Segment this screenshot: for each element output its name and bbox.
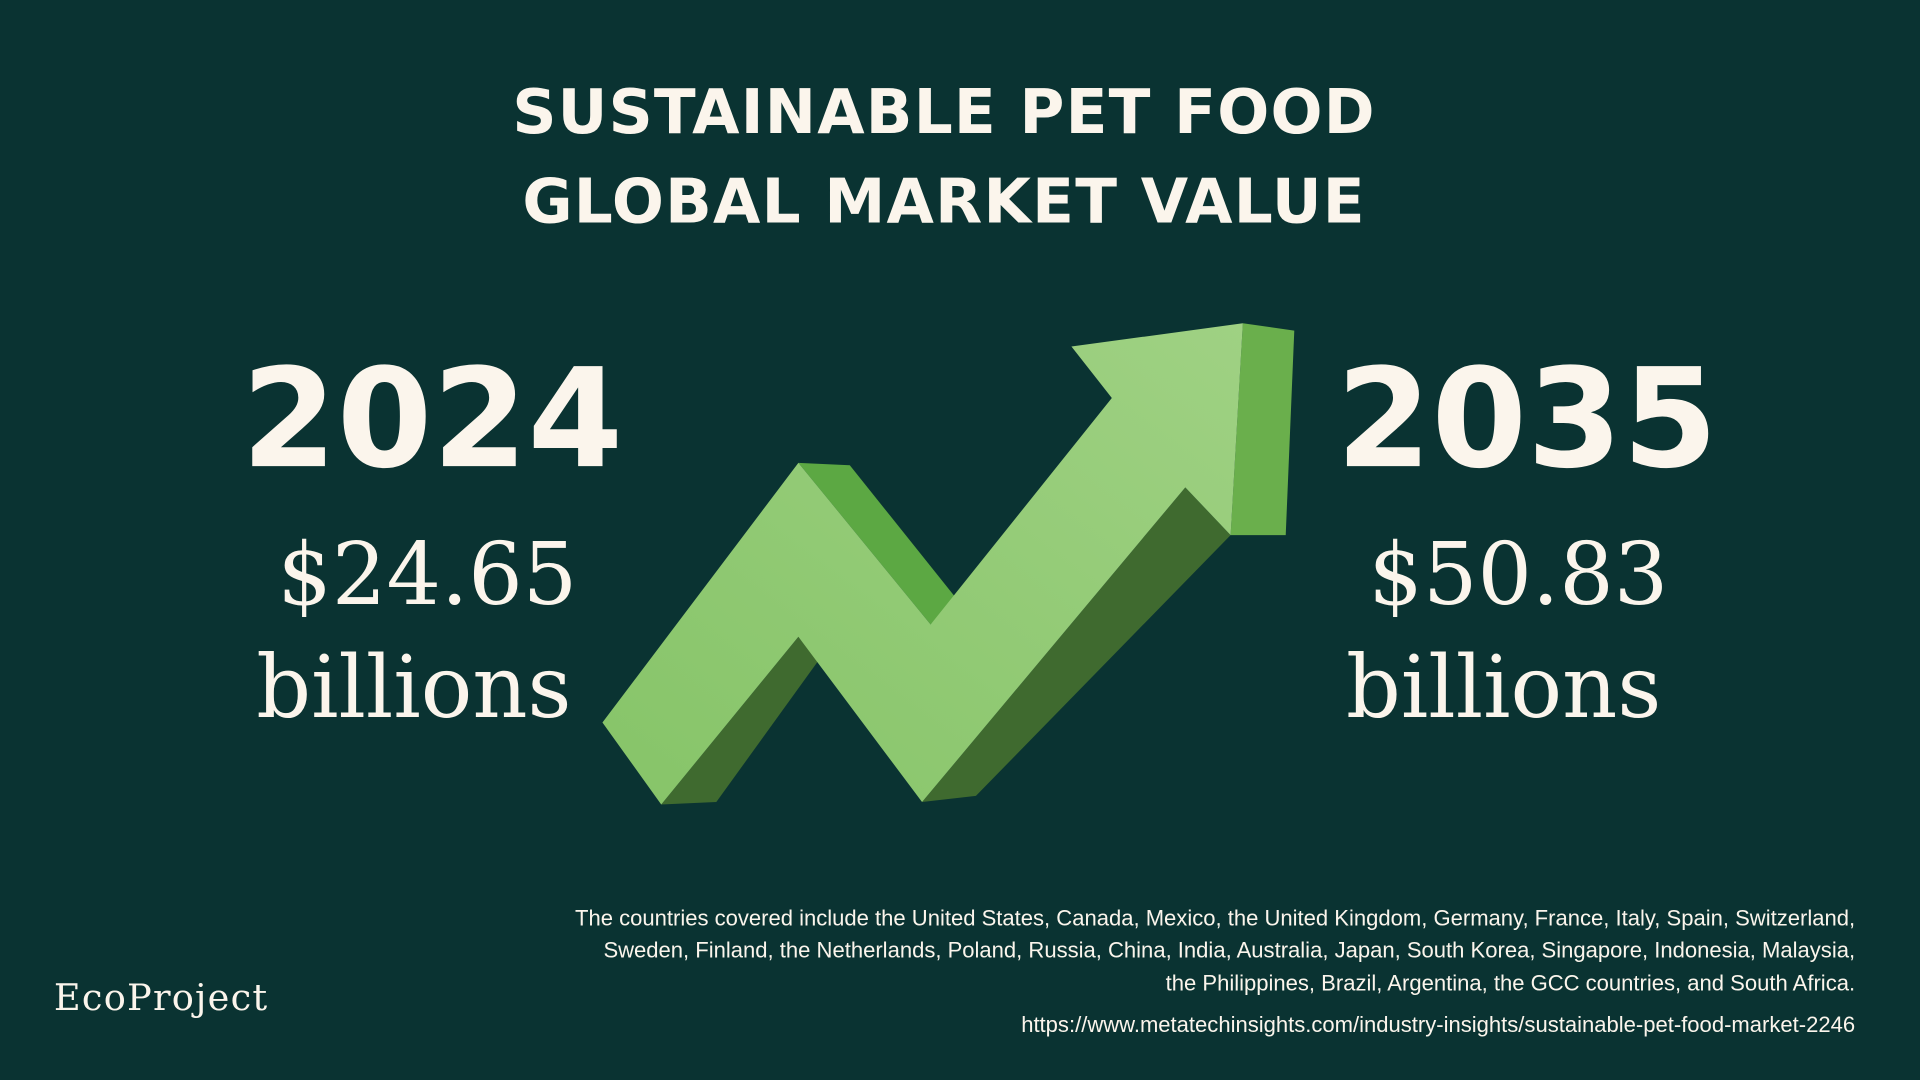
title-line: GLOBAL MARKET VALUE	[522, 166, 1365, 237]
source-url: https://www.metatechinsights.com/industr…	[1021, 1012, 1855, 1037]
footnote-line: the Philippines, Brazil, Argentina, the …	[1166, 970, 1855, 995]
stat-value: $50.83	[1368, 525, 1668, 625]
stat-value: $24.65	[277, 525, 577, 625]
growth-arrow	[602, 323, 1295, 805]
footnote-line: Sweden, Finland, the Netherlands, Poland…	[603, 937, 1855, 962]
stat-year: 2035	[1336, 340, 1718, 499]
stat-unit: billions	[256, 638, 571, 738]
brand-logo: EcoProject	[54, 976, 269, 1019]
footnote-line: The countries covered include the United…	[575, 905, 1855, 930]
stat-unit: billions	[1346, 638, 1661, 738]
title-line: SUSTAINABLE PET FOOD	[512, 77, 1375, 148]
stat-year: 2024	[241, 340, 623, 499]
